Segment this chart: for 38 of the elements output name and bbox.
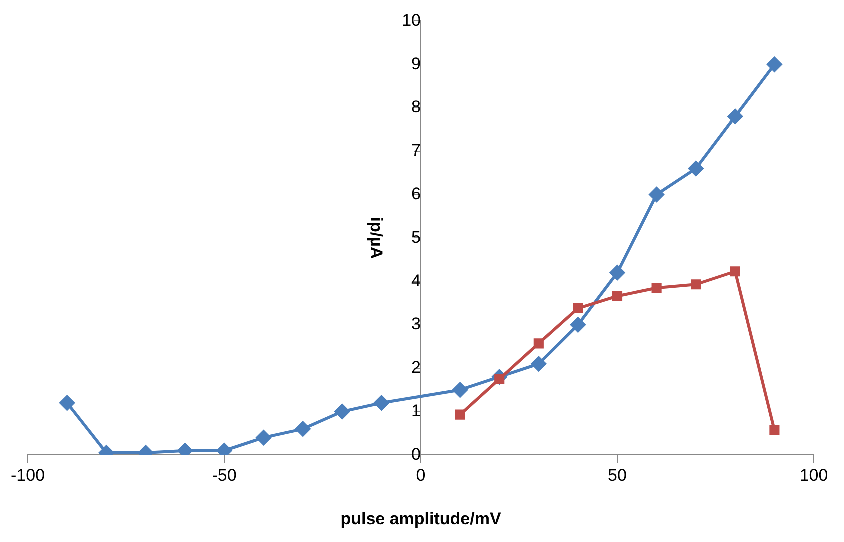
point xyxy=(296,422,311,437)
point xyxy=(455,410,466,420)
y-axis-title: ip/µA xyxy=(367,217,386,260)
point xyxy=(770,425,780,436)
x-axis-title: pulse amplitude/mV xyxy=(340,509,502,528)
x-tick-label: -100 xyxy=(10,466,46,486)
point xyxy=(334,404,350,420)
y-tick-label: 6 xyxy=(412,184,422,204)
x-tick-label: 50 xyxy=(608,466,627,486)
point xyxy=(691,280,702,290)
y-tick-label: 7 xyxy=(412,141,422,160)
y-tick-label: 1 xyxy=(412,401,422,420)
point xyxy=(652,283,662,294)
y-tick-label: 2 xyxy=(412,358,422,378)
y-tick-label: 8 xyxy=(412,98,422,117)
point xyxy=(570,318,586,332)
y-tick-label: 3 xyxy=(412,314,422,334)
y-tick-label: 9 xyxy=(412,54,422,74)
point xyxy=(60,396,75,411)
point xyxy=(688,161,704,176)
y-tick-label: 10 xyxy=(402,10,422,30)
point xyxy=(730,266,740,277)
y-tick-label: 5 xyxy=(412,228,422,247)
point xyxy=(573,303,584,314)
point xyxy=(534,338,544,349)
point xyxy=(728,109,743,124)
y-tick-label: 4 xyxy=(412,271,422,290)
point xyxy=(612,291,623,302)
point xyxy=(610,265,626,280)
x-tick-label: 100 xyxy=(800,466,828,486)
point xyxy=(649,187,664,202)
point xyxy=(452,382,468,398)
point xyxy=(256,430,272,446)
point xyxy=(374,396,390,411)
y-tick-label: 0 xyxy=(412,444,422,464)
x-tick-label: -50 xyxy=(212,466,237,486)
point xyxy=(531,356,546,372)
point xyxy=(767,57,782,72)
